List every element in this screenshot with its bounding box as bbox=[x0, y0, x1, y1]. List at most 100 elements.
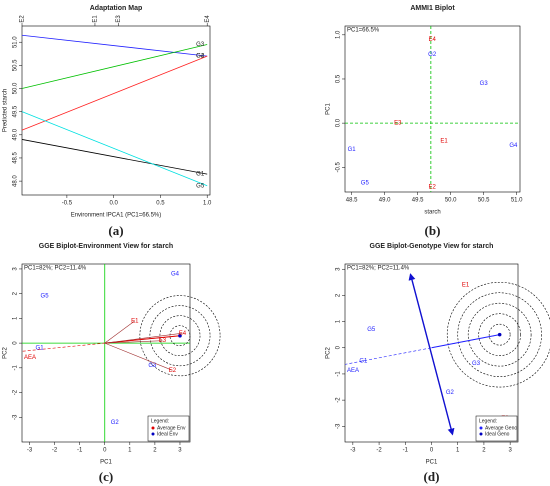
aea-vector bbox=[431, 334, 500, 349]
legend-swatch bbox=[151, 432, 155, 436]
vector bbox=[104, 340, 163, 344]
ideal-point bbox=[497, 332, 502, 337]
point-label: G1 bbox=[359, 358, 368, 364]
point-label: E2 bbox=[428, 184, 436, 190]
concentric-circle bbox=[478, 313, 521, 356]
y-tick-label: 49.5 bbox=[13, 105, 19, 117]
series-label: G4 bbox=[196, 54, 205, 60]
series-line bbox=[21, 44, 208, 89]
series-label: G2 bbox=[196, 54, 205, 60]
x-tick-label: -1 bbox=[403, 448, 409, 454]
point-label: G3 bbox=[480, 81, 489, 87]
y-tick-label: 48.5 bbox=[13, 151, 19, 163]
y-tick-label: 1.0 bbox=[336, 30, 342, 39]
caption: (c) bbox=[99, 469, 113, 484]
x-tick-label: 50.0 bbox=[445, 198, 457, 204]
caption: (b) bbox=[425, 223, 441, 238]
y-tick-label: 3 bbox=[13, 267, 19, 271]
x-axis-label: starch bbox=[424, 210, 440, 216]
y-tick-label: -0.5 bbox=[336, 161, 342, 172]
legend-title: Legend: bbox=[479, 418, 497, 424]
y-tick-label: 1 bbox=[336, 319, 342, 323]
x-axis-label: PC1 bbox=[100, 460, 112, 466]
point-label: G2 bbox=[111, 420, 120, 426]
y-tick-label: 0 bbox=[13, 341, 19, 345]
point-label: G4 bbox=[171, 271, 180, 277]
x-tick-label: 0 bbox=[430, 448, 434, 454]
x-tick-label: 50.5 bbox=[478, 198, 490, 204]
y-tick-label: -3 bbox=[336, 423, 342, 429]
point-label: G4 bbox=[509, 143, 518, 149]
point-label: G5 bbox=[367, 327, 376, 333]
point-label: E3 bbox=[159, 338, 167, 344]
series-label: G1 bbox=[196, 172, 205, 178]
concentric-circle bbox=[488, 323, 511, 346]
plot-frame bbox=[344, 25, 521, 193]
x-tick-label: 3 bbox=[508, 448, 512, 454]
subtitle: PC1=82%; PC2=11.4% bbox=[24, 266, 87, 272]
y-axis-label: PC2 bbox=[326, 347, 332, 359]
y-tick-label: 2 bbox=[13, 291, 19, 295]
point-label: E1 bbox=[440, 138, 448, 144]
y-tick-label: 0.0 bbox=[336, 118, 342, 127]
x-tick-label: -1 bbox=[77, 448, 83, 454]
legend-label: Ideal Geno bbox=[485, 431, 510, 437]
x-tick-label: 3 bbox=[178, 448, 182, 454]
caption: (d) bbox=[424, 469, 440, 484]
x-tick-label: 49.0 bbox=[379, 198, 391, 204]
ideal-point bbox=[178, 333, 182, 338]
point-label: G3 bbox=[472, 361, 481, 367]
concentric-circle bbox=[159, 315, 201, 357]
y-tick-label: 50.0 bbox=[13, 82, 19, 94]
legend-box bbox=[475, 415, 518, 442]
legend-title: Legend: bbox=[151, 418, 169, 424]
chart-title: GGE Biplot-Genotype View for starch bbox=[370, 243, 494, 250]
plot-frame bbox=[21, 263, 191, 443]
vector bbox=[104, 320, 136, 344]
series-line bbox=[21, 55, 208, 131]
point-label: G5 bbox=[41, 294, 50, 300]
top-tick-label: E1 bbox=[93, 15, 99, 23]
top-tick-label: E2 bbox=[20, 15, 26, 23]
x-tick-label: -0.5 bbox=[62, 201, 73, 207]
y-axis-label: PC2 bbox=[3, 347, 9, 359]
x-tick-label: -2 bbox=[52, 448, 58, 454]
point-label: G2 bbox=[446, 390, 455, 396]
y-tick-label: -3 bbox=[13, 414, 19, 420]
x-tick-label: -2 bbox=[376, 448, 382, 454]
y-tick-label: -1 bbox=[13, 365, 19, 371]
series-label: G5 bbox=[196, 183, 205, 189]
concentric-circle bbox=[446, 281, 550, 388]
x-tick-label: 1 bbox=[456, 448, 460, 454]
concentric-circle bbox=[457, 292, 542, 377]
chart-title: GGE Biplot-Environment View for starch bbox=[39, 243, 173, 250]
series-line bbox=[21, 139, 208, 175]
series-line bbox=[21, 34, 208, 57]
vector bbox=[104, 342, 173, 371]
subtitle: PC1=82%; PC2=11.4% bbox=[347, 266, 410, 272]
point-label: E4 bbox=[179, 331, 187, 337]
y-tick-label: 0.5 bbox=[336, 74, 342, 83]
subtitle: PC1=66.5% bbox=[347, 28, 380, 34]
concentric-circle bbox=[149, 305, 211, 367]
point-label: G1 bbox=[348, 147, 357, 153]
point-label: E1 bbox=[462, 283, 470, 289]
x-tick-label: 1.0 bbox=[203, 201, 212, 207]
chart-title: AMMI1 Biplot bbox=[410, 5, 455, 12]
x-tick-label: 0.5 bbox=[156, 201, 165, 207]
x-tick-label: 1 bbox=[128, 448, 132, 454]
x-tick-label: -3 bbox=[27, 448, 33, 454]
series-label: G3 bbox=[196, 42, 205, 48]
y-tick-label: 49.0 bbox=[13, 128, 19, 140]
y-tick-label: 48.0 bbox=[13, 175, 19, 187]
concentric-circle bbox=[467, 302, 532, 367]
y-tick-label: -2 bbox=[13, 389, 19, 395]
perpendicular-axis bbox=[408, 273, 455, 436]
aea-vector bbox=[104, 335, 181, 344]
legend-label: Ideal Env bbox=[157, 431, 178, 437]
y-tick-label: 2 bbox=[336, 293, 342, 297]
y-tick-label: 51.0 bbox=[13, 36, 19, 48]
legend-swatch bbox=[479, 426, 483, 430]
y-tick-label: -2 bbox=[336, 397, 342, 403]
